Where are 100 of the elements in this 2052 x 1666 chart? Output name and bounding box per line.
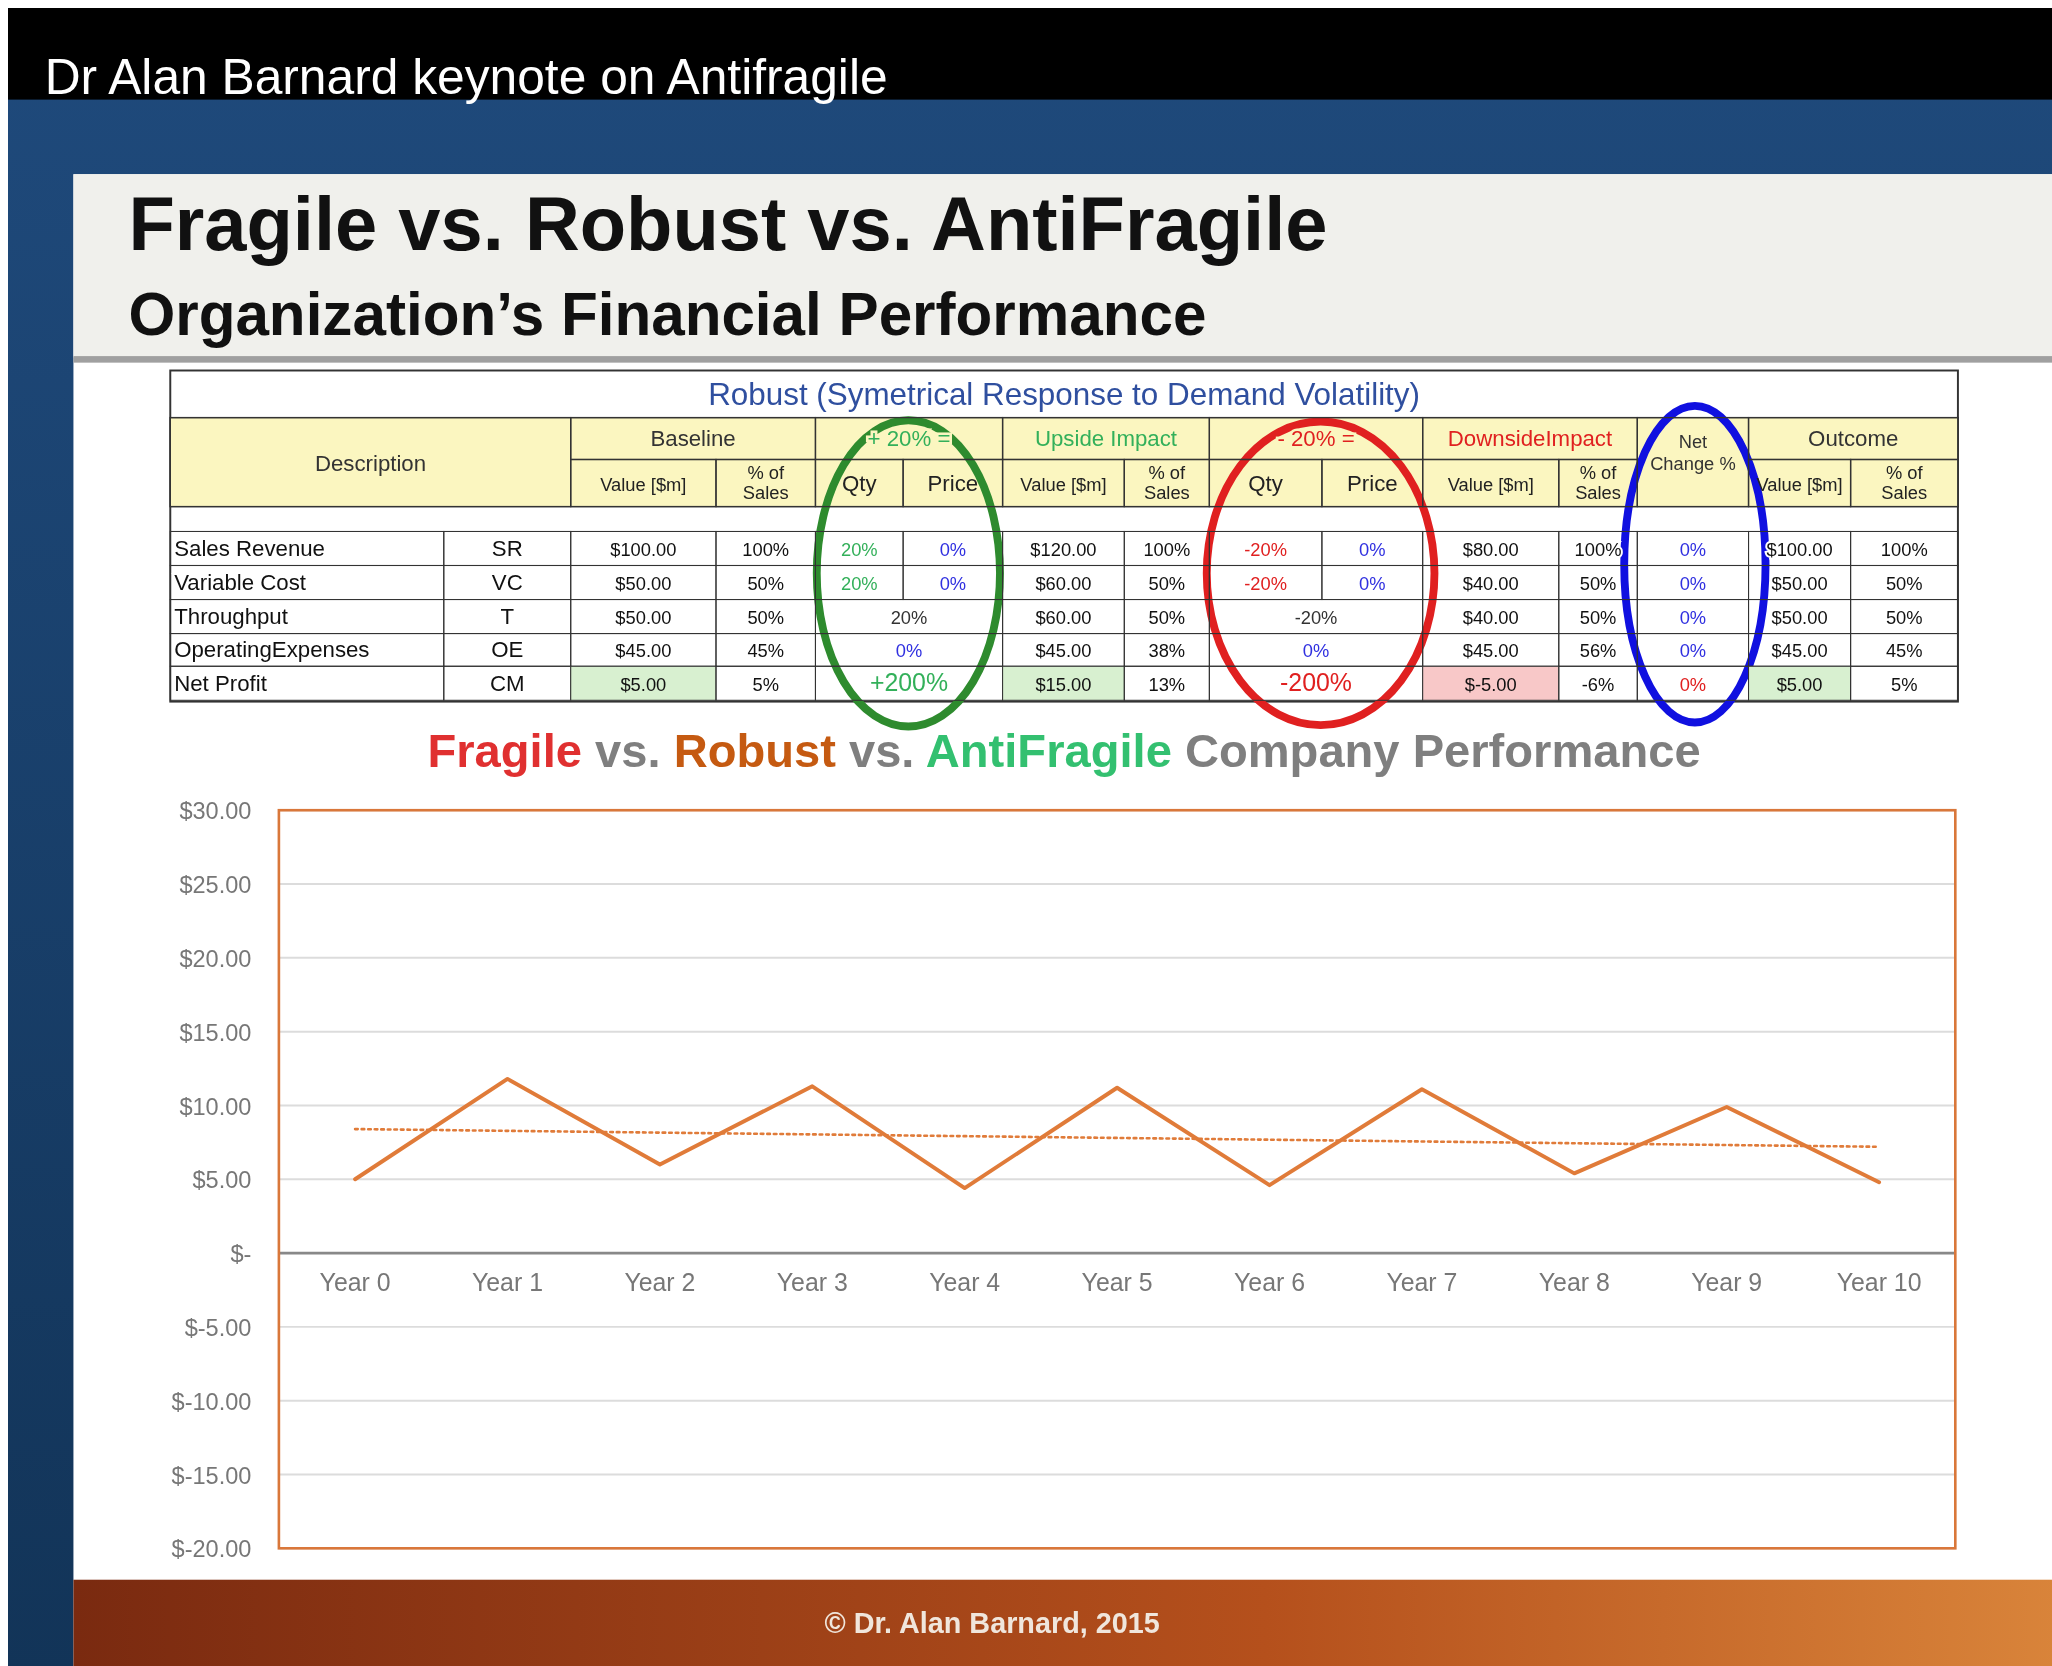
text: Throughput [174,604,288,630]
text: -20% [1244,573,1288,595]
category-label: Net Change % [1650,430,1736,474]
x-tick-label: Year 6 [1234,1268,1305,1297]
category-label: Value [$m] [600,473,687,495]
text: 0% [1679,539,1707,561]
text: $60.00 [1035,607,1092,629]
text: 0% [1679,607,1707,629]
text: DownsideImpact [1447,426,1613,452]
text: Sales Revenue [174,536,326,562]
x-tick-label: Year 0 [319,1268,391,1297]
text: 0% [895,640,923,662]
y-tick-label: $-10.00 [171,1388,252,1415]
x-tick-label: Year 4 [929,1268,1001,1297]
text: Description [314,451,427,477]
category-label: Value [$m] [1020,473,1107,495]
text: 100% [1574,539,1622,561]
text: 100% [742,539,790,561]
x-tick-label: Year 5 [1081,1268,1153,1297]
text: $50.00 [1771,607,1828,629]
text: OE [491,637,524,663]
text: Fragile vs. Robust vs. AntiFragile [128,181,1328,267]
x-tick-label: Year 3 [776,1268,848,1297]
text: 20% [840,573,878,595]
text: 0% [1679,573,1707,595]
text: Baseline [650,426,736,452]
text: $-5.00 [1464,674,1517,696]
y-tick-label: $25.00 [179,872,252,899]
text: Organization’s Financial Performance [128,281,1207,349]
y-tick-label: $-5.00 [184,1315,252,1342]
text: 50% [1148,573,1186,595]
text: $100.00 [610,539,677,561]
text: SR [491,536,523,562]
text: $120.00 [1030,539,1097,561]
text: 0% [1679,640,1707,662]
x-tick-label: Year 9 [1691,1268,1763,1297]
text: Upside Impact [1034,426,1178,452]
y-tick-label: $30.00 [179,798,252,825]
text: 5% [1891,674,1918,696]
line-series [353,1076,1882,1191]
text: Robust (Symetrical Response to Demand Volatility) [708,376,1421,412]
text: $50.00 [615,573,672,595]
y-tick-label: $-15.00 [171,1462,252,1489]
x-tick-label: Year 2 [624,1268,696,1297]
text: $50.00 [1771,573,1828,595]
text: 0% [1302,640,1330,662]
category-label: Value [$m] [1447,473,1534,495]
y-tick-label: $10.00 [179,1093,252,1120]
text: 50% [1148,607,1186,629]
text: OperatingExpenses [174,637,370,663]
text: $45.00 [615,640,672,662]
category-label: % of Sales [1143,462,1190,503]
text: 100% [1143,539,1191,561]
y-tick-label: $- [230,1241,252,1268]
text: $45.00 [1771,640,1828,662]
text: 0% [1359,573,1386,595]
text: 5% [752,674,779,696]
text: $45.00 [1462,640,1519,662]
text: 0% [1679,674,1707,696]
text: 50% [1579,607,1617,629]
text: $5.00 [620,674,667,696]
text: Net Profit [174,671,267,697]
text: $60.00 [1035,573,1092,595]
text: +200% [869,668,949,697]
x-tick-label: Year 7 [1386,1268,1458,1297]
category-label: Qty [842,470,878,496]
text: $45.00 [1035,640,1092,662]
category-label: Price [1346,470,1398,496]
y-tick-label: $20.00 [179,946,252,972]
text: 0% [939,539,967,561]
text: -20% [1294,607,1338,629]
text: 50% [747,607,785,629]
text: T [500,604,515,630]
text: -200% [1280,668,1352,697]
y-tick-label: $15.00 [179,1019,252,1046]
text: 100% [1880,539,1928,561]
text: 20% [840,539,878,561]
text: VC [491,570,523,596]
y-tick-label: $5.00 [192,1167,252,1194]
category-label: % of Sales [1881,462,1928,503]
text: 0% [1359,539,1386,561]
text: © Dr. Alan Barnard, 2015 [824,1607,1160,1640]
text: 50% [1885,607,1923,629]
text: $80.00 [1462,539,1519,561]
text: $5.00 [1776,674,1823,696]
text: 50% [1579,573,1617,595]
text: 45% [1885,640,1923,662]
category-label: % of Sales [742,462,789,503]
text: - 20% = [1277,426,1355,452]
text: 0% [939,573,967,595]
x-tick-label: Year 8 [1538,1268,1610,1297]
text: $15.00 [1035,674,1092,696]
text: 50% [747,573,785,595]
text: $40.00 [1462,607,1519,629]
category-label: Qty [1248,470,1284,496]
text: $40.00 [1462,573,1519,595]
text: Outcome [1808,426,1899,452]
text: 56% [1579,640,1617,662]
x-tick-label: Year 10 [1836,1268,1922,1297]
text: -6% [1581,674,1615,696]
